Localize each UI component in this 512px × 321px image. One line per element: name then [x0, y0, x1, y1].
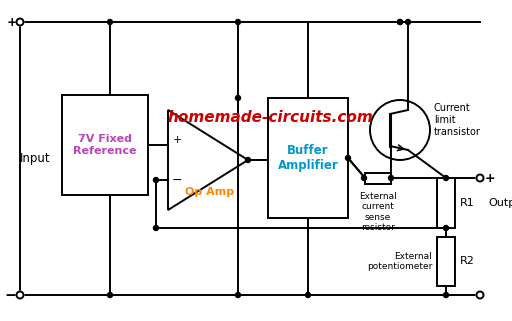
Circle shape [477, 175, 483, 181]
Text: 7V Fixed
Reference: 7V Fixed Reference [73, 134, 137, 156]
Text: External
potentiometer: External potentiometer [367, 252, 432, 271]
FancyBboxPatch shape [268, 98, 348, 218]
Circle shape [443, 225, 449, 230]
Circle shape [16, 19, 24, 25]
Text: homemade-circuits.com: homemade-circuits.com [167, 110, 373, 126]
Circle shape [154, 225, 159, 230]
Text: Op Amp: Op Amp [185, 187, 234, 197]
Circle shape [236, 292, 241, 298]
Circle shape [397, 20, 402, 24]
Text: R2: R2 [460, 256, 475, 266]
Circle shape [389, 176, 394, 180]
FancyBboxPatch shape [62, 95, 148, 195]
Circle shape [443, 292, 449, 298]
Circle shape [406, 20, 411, 24]
Text: +: + [6, 15, 17, 29]
Text: Current
limit
transistor: Current limit transistor [434, 103, 481, 137]
FancyBboxPatch shape [437, 178, 455, 228]
Circle shape [306, 292, 310, 298]
Text: Output: Output [488, 198, 512, 208]
Circle shape [361, 176, 367, 180]
Circle shape [346, 155, 351, 160]
Circle shape [236, 96, 241, 100]
Circle shape [245, 158, 250, 162]
FancyBboxPatch shape [437, 237, 455, 286]
Circle shape [108, 20, 113, 24]
Text: +: + [173, 135, 182, 145]
Text: Buffer
Amplifier: Buffer Amplifier [278, 144, 338, 172]
Circle shape [154, 178, 159, 183]
Circle shape [108, 292, 113, 298]
Text: Input: Input [19, 152, 50, 165]
Text: −: − [4, 288, 17, 302]
Circle shape [443, 176, 449, 180]
FancyBboxPatch shape [365, 172, 391, 184]
Text: +: + [485, 171, 496, 185]
Text: R1: R1 [460, 198, 475, 208]
Circle shape [477, 291, 483, 299]
Circle shape [397, 20, 402, 24]
Circle shape [236, 20, 241, 24]
Text: External
current
sense
resistor: External current sense resistor [359, 192, 397, 232]
Text: −: − [172, 173, 182, 187]
Circle shape [16, 291, 24, 299]
